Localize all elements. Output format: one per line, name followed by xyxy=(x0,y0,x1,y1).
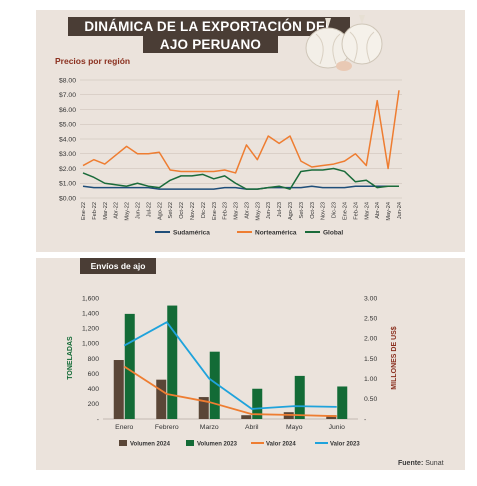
price-x-tick: Dic-23 xyxy=(332,202,338,218)
ship-value-line xyxy=(123,365,337,418)
ship-right-tick: 0.50 xyxy=(364,396,377,403)
price-x-tick: May-22 xyxy=(125,202,131,221)
ship-legend-label: Volumen 2023 xyxy=(197,441,238,447)
price-x-tick: Jun-22 xyxy=(135,202,141,219)
ship-legend-label: Volumen 2024 xyxy=(130,441,171,447)
price-x-tick: Oct-23 xyxy=(310,202,316,219)
ship-bar xyxy=(113,360,124,419)
price-series-line xyxy=(82,167,399,190)
ship-bar xyxy=(294,375,305,419)
price-y-tick: $1.00 xyxy=(59,181,76,188)
shipments-chart-title: Envíos de ajo xyxy=(80,258,156,274)
ship-legend-label: Valor 2023 xyxy=(330,441,360,447)
price-x-tick: Mar-22 xyxy=(103,202,109,220)
price-x-tick: Ene-23 xyxy=(212,202,218,220)
ship-category-label: Febrero xyxy=(155,424,179,431)
price-x-tick: Jul-23 xyxy=(277,202,283,217)
price-x-tick: Feb-24 xyxy=(353,202,359,220)
ship-bar xyxy=(326,415,337,419)
price-legend-label: Sudamérica xyxy=(173,229,210,236)
price-x-tick: May-24 xyxy=(386,202,392,221)
ship-category-label: Mayo xyxy=(286,424,303,431)
ship-category-label: Junio xyxy=(329,424,345,431)
ship-left-tick: 1,000 xyxy=(82,341,99,348)
ship-bar xyxy=(252,388,263,419)
price-series-line xyxy=(82,185,399,190)
ship-bar xyxy=(337,386,348,419)
ship-bar xyxy=(198,397,209,419)
price-y-tick: $3.00 xyxy=(59,151,76,158)
price-x-tick: Oct-22 xyxy=(179,202,185,219)
ship-right-tick: 2.00 xyxy=(364,336,377,343)
price-y-tick: $4.00 xyxy=(59,136,76,143)
ship-left-tick: 400 xyxy=(88,386,100,393)
ship-bar xyxy=(124,313,135,419)
ship-bar xyxy=(167,305,178,419)
ship-bar xyxy=(241,415,252,419)
ship-left-tick: 600 xyxy=(88,371,100,378)
ship-left-tick: - xyxy=(97,416,99,423)
price-x-tick: Nov-22 xyxy=(190,202,196,220)
ship-left-axis-label: TONELADAS xyxy=(67,336,74,380)
ship-right-tick: 3.00 xyxy=(364,295,377,302)
price-x-tick: Mar-23 xyxy=(234,202,240,220)
bottom-panel xyxy=(36,258,465,470)
price-x-tick: Nov-23 xyxy=(321,202,327,220)
ship-legend-swatch xyxy=(186,440,194,446)
price-y-tick: $5.00 xyxy=(59,122,76,129)
price-y-tick: $8.00 xyxy=(59,77,76,84)
price-x-tick: Ago-23 xyxy=(288,202,294,220)
price-x-tick: Set-23 xyxy=(299,202,305,218)
price-x-tick: Abr-24 xyxy=(375,202,381,219)
price-x-tick: Feb-23 xyxy=(223,202,229,220)
price-y-tick: $7.00 xyxy=(59,92,76,99)
title-line2: AJO PERUANO xyxy=(143,36,278,53)
ship-category-label: Enero xyxy=(115,424,133,431)
ship-category-label: Abril xyxy=(245,424,259,431)
price-chart-title: Precios por región xyxy=(55,56,131,66)
title-box: DINÁMICA DE LA EXPORTACIÓN DEL AJO PERUA… xyxy=(68,17,350,53)
title-line1: DINÁMICA DE LA EXPORTACIÓN DEL xyxy=(68,17,350,36)
price-y-tick: $0.00 xyxy=(59,195,76,202)
price-x-tick: Dic-22 xyxy=(201,202,207,218)
ship-left-tick: 1,400 xyxy=(82,310,99,317)
price-x-tick: Abr-22 xyxy=(114,202,120,219)
price-x-tick: Ago-22 xyxy=(157,202,163,220)
price-series-line xyxy=(82,90,400,174)
price-x-tick: Ene-22 xyxy=(81,202,87,220)
price-x-tick: Feb-22 xyxy=(92,202,98,220)
ship-right-tick: 1.00 xyxy=(364,376,377,383)
price-x-tick: Jun-24 xyxy=(397,202,403,219)
price-x-tick: Jun-23 xyxy=(266,202,272,219)
price-x-tick: Set-22 xyxy=(168,202,174,218)
ship-left-tick: 1,200 xyxy=(82,326,99,333)
ship-right-tick: 1.50 xyxy=(364,356,377,363)
price-x-tick: Jul-22 xyxy=(146,202,152,217)
price-x-tick: May-23 xyxy=(255,202,261,221)
ship-value-line xyxy=(123,321,337,410)
ship-right-axis-label: MILLONES DE US$ xyxy=(391,326,398,390)
price-y-tick: $6.00 xyxy=(59,107,76,114)
ship-bar xyxy=(156,379,167,419)
price-x-tick: Mar-24 xyxy=(364,202,370,220)
ship-left-tick: 1,600 xyxy=(82,295,99,302)
ship-legend-swatch xyxy=(119,440,127,446)
ship-right-tick: 2.50 xyxy=(364,315,377,322)
price-legend-label: Global xyxy=(323,229,343,236)
ship-left-tick: 800 xyxy=(88,356,100,363)
source-note: Fuente: Sunat xyxy=(398,460,444,467)
price-y-tick: $2.00 xyxy=(59,166,76,173)
garlic-illustration xyxy=(305,15,383,71)
ship-category-label: Marzo xyxy=(200,424,219,431)
ship-bar xyxy=(209,351,220,419)
ship-legend-label: Valor 2024 xyxy=(266,441,296,447)
price-legend-label: Norteamérica xyxy=(255,229,297,236)
source-value: Sunat xyxy=(425,460,444,467)
ship-left-tick: 200 xyxy=(88,401,100,408)
ship-right-tick: - xyxy=(364,416,366,423)
price-x-tick: Ene-24 xyxy=(343,202,349,220)
price-x-tick: Abr-23 xyxy=(244,202,250,219)
source-label: Fuente: xyxy=(398,460,424,467)
